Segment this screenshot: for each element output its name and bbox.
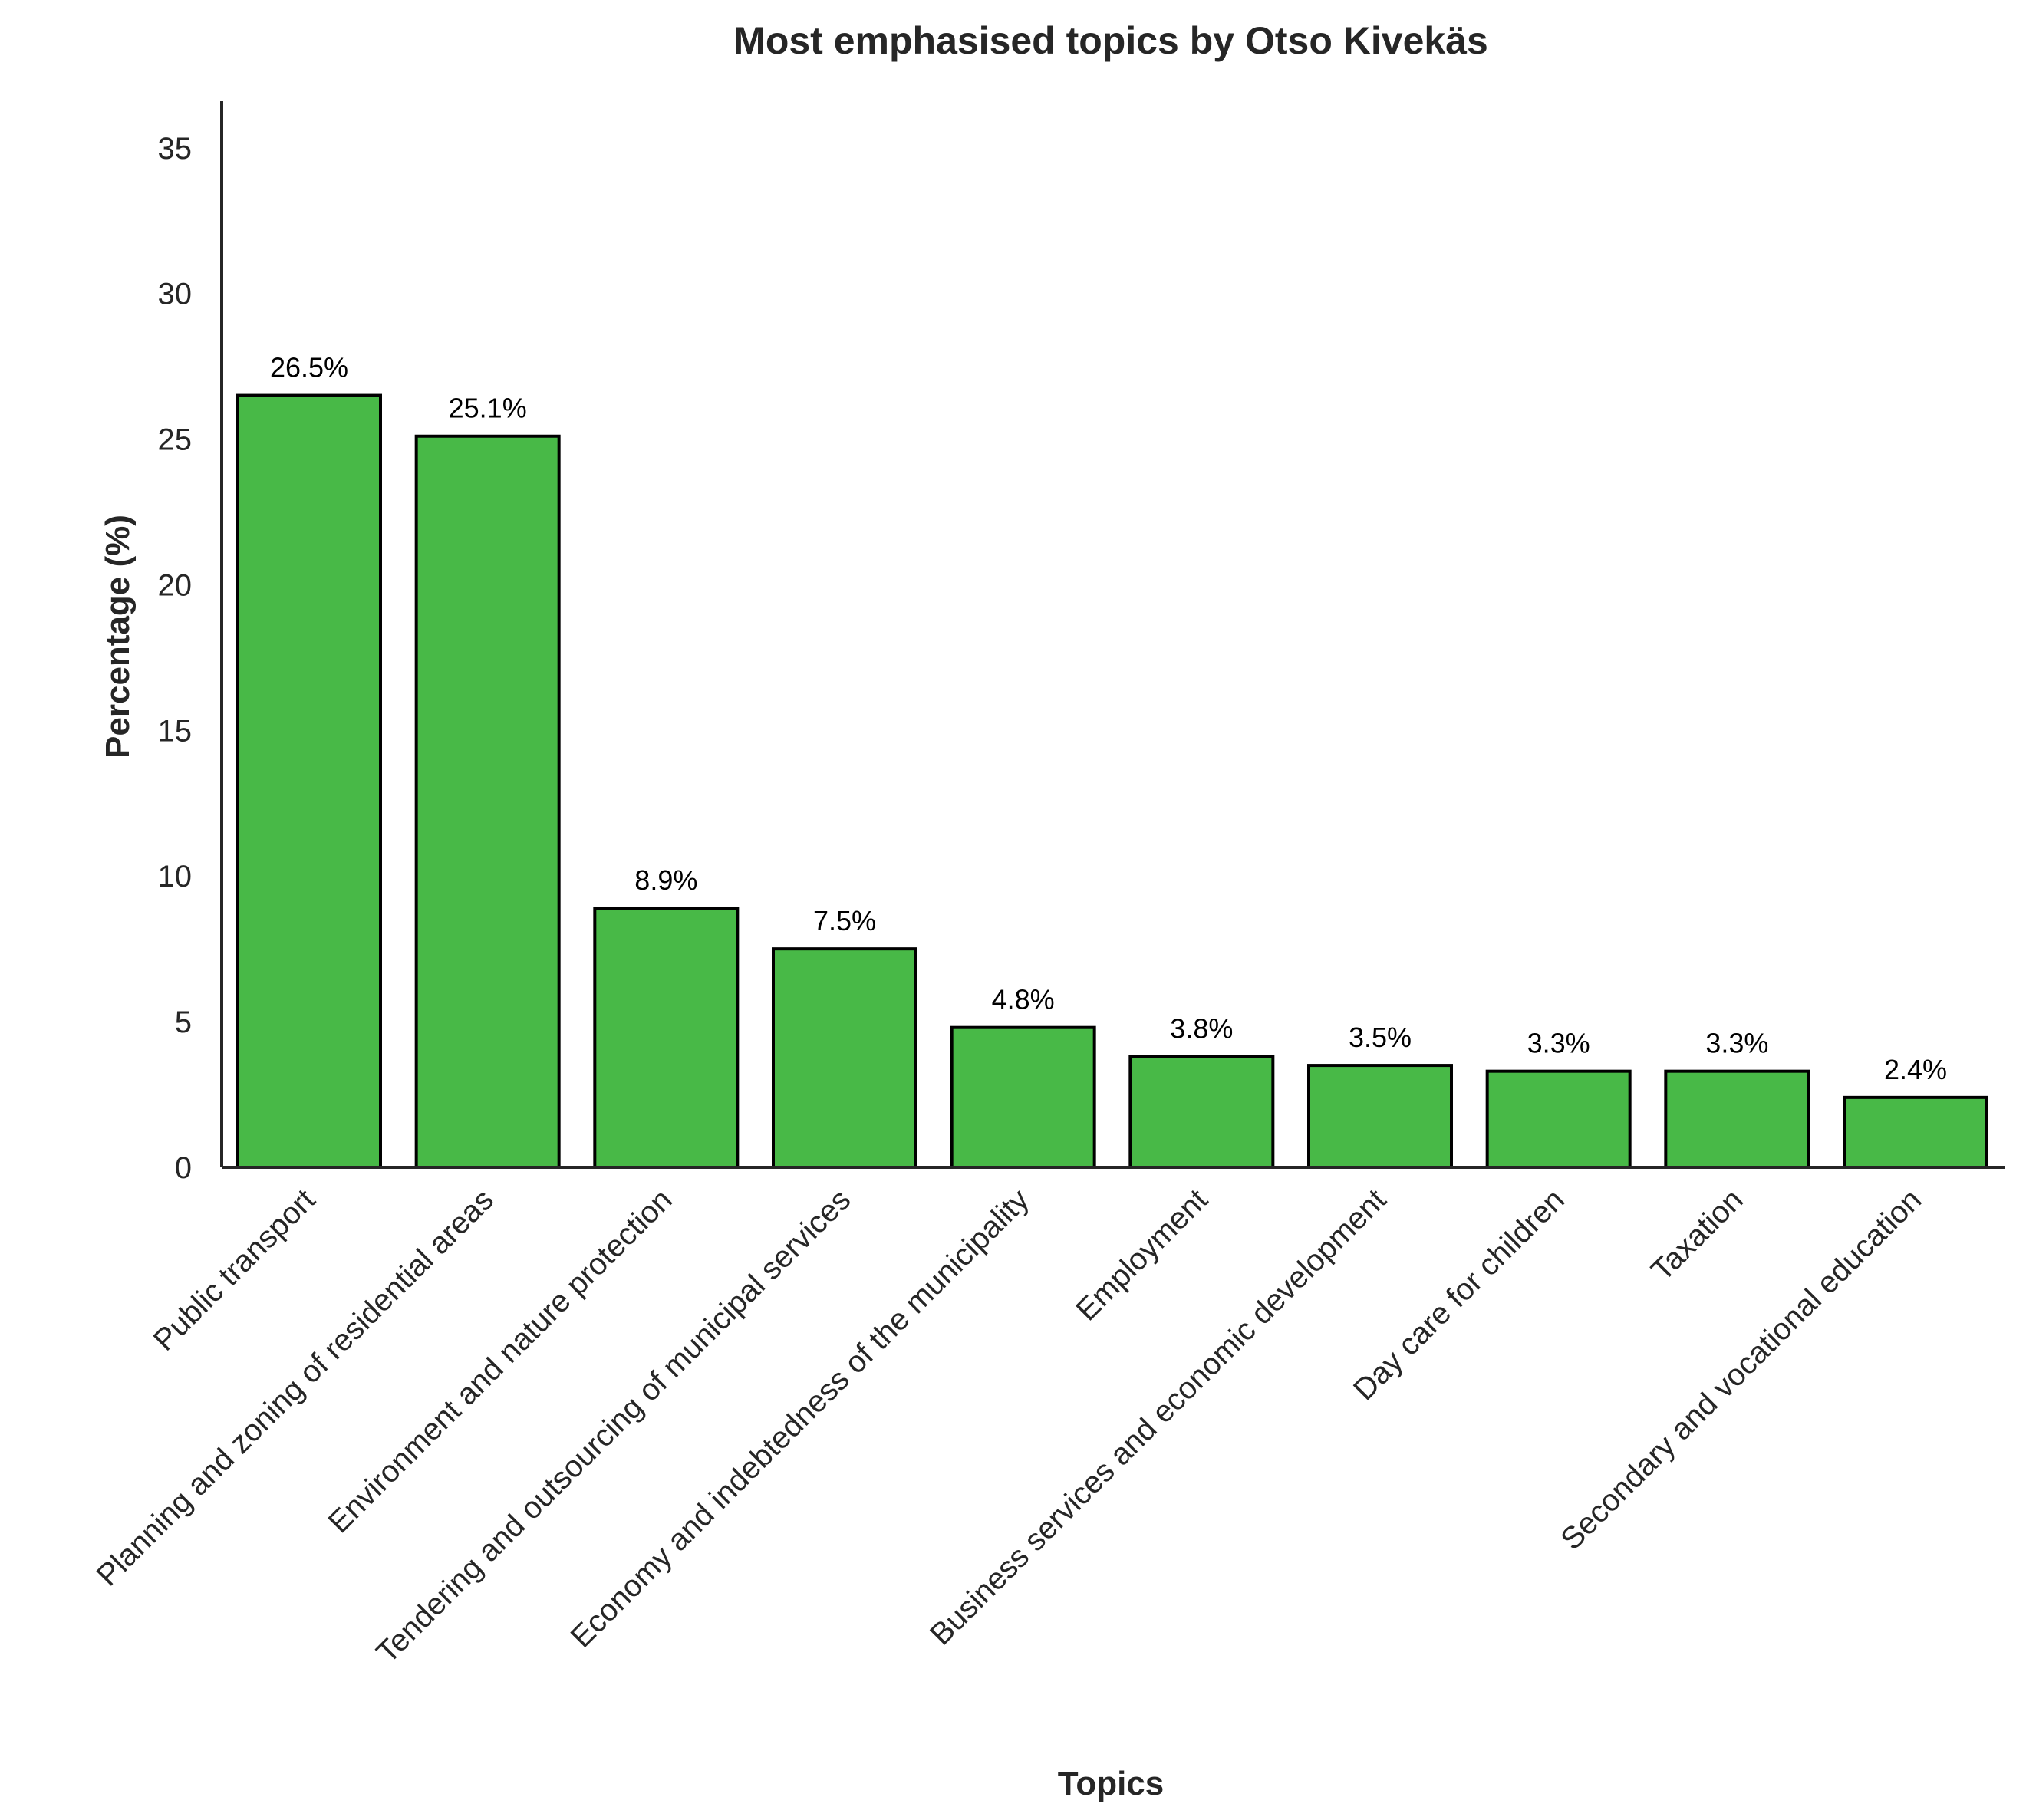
x-tick-label: Secondary and vocational education [1554,1183,1928,1556]
value-label: 3.8% [1170,1013,1233,1045]
bar [1485,1069,1632,1169]
bars [236,393,1988,1170]
y-tick-label: 35 [158,132,193,166]
bar [593,906,740,1169]
x-axis-label: Topics [1058,1765,1165,1802]
value-label: 3.5% [1349,1022,1412,1053]
bar [1128,1055,1275,1170]
bar [1307,1064,1453,1170]
y-tick-label: 10 [158,860,193,894]
y-tick-label: 15 [158,714,193,748]
y-tick-label: 25 [158,423,193,457]
bar [772,947,917,1169]
y-tick-label: 30 [158,278,193,311]
bar [1664,1069,1810,1169]
value-label: 26.5% [270,352,348,383]
value-label: 2.4% [1884,1054,1947,1085]
chart-title: Most emphasised topics by Otso Kivekäs [733,19,1488,62]
y-tick-label: 5 [175,1005,192,1039]
x-tick-label: Planning and zoning of residential areas [91,1183,500,1592]
value-label: 4.8% [992,984,1055,1015]
bar [950,1025,1096,1170]
bar [1843,1095,1988,1169]
value-label: 3.3% [1527,1028,1590,1059]
y-tick-label: 0 [175,1151,192,1185]
x-tick-label: Taxation [1645,1183,1749,1287]
x-tick-label: Environment and nature protection [322,1183,679,1539]
value-label: 8.9% [634,864,697,896]
x-tick-label: Public transport [147,1183,322,1358]
y-axis-ticks: 0 5 10 15 20 25 30 35 [158,132,193,1185]
y-axis-label: Percentage (%) [99,515,137,759]
bar [414,434,561,1169]
x-tick-label: Employment [1069,1183,1214,1327]
bar [236,393,382,1169]
value-label: 7.5% [813,905,876,936]
y-tick-label: 20 [158,568,193,602]
value-label: 25.1% [449,393,527,424]
value-labels: 26.5% 25.1% 8.9% 7.5% 4.8% 3.8% 3.5% 3.3% 3.3% 2.… [270,352,1947,1085]
value-label: 3.3% [1705,1028,1768,1059]
